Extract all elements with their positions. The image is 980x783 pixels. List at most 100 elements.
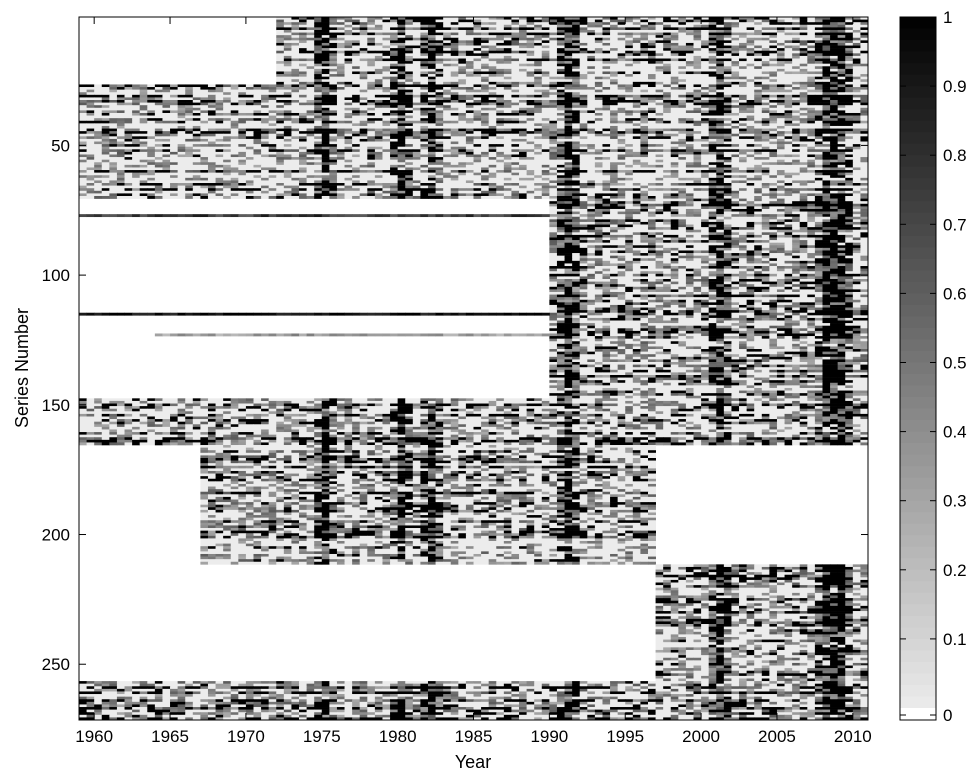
heatmap-cell xyxy=(488,128,497,132)
heatmap-cell xyxy=(412,48,421,52)
heatmap-cell xyxy=(238,97,247,101)
heatmap-cell xyxy=(359,81,368,85)
heatmap-cell xyxy=(116,97,125,101)
heatmap-cell xyxy=(852,87,861,90)
heatmap-cell xyxy=(723,151,732,155)
heatmap-cell xyxy=(708,125,717,129)
heatmap-cell xyxy=(116,92,125,96)
heatmap-cell xyxy=(443,84,452,88)
heatmap-cell xyxy=(685,112,694,116)
heatmap-cell xyxy=(685,105,694,109)
heatmap-cell xyxy=(405,87,414,90)
heatmap-cell xyxy=(739,84,748,88)
heatmap-cell xyxy=(632,66,641,70)
heatmap-cell xyxy=(261,138,270,142)
heatmap-cell xyxy=(625,136,634,140)
heatmap-cell xyxy=(192,107,201,111)
heatmap-cell xyxy=(367,45,376,49)
heatmap-cell xyxy=(807,128,816,132)
heatmap-cell xyxy=(799,27,808,31)
heatmap-cell xyxy=(412,97,421,101)
heatmap-cell xyxy=(162,149,171,153)
heatmap-cell xyxy=(405,133,414,137)
heatmap-cell xyxy=(344,138,353,142)
heatmap-cell xyxy=(443,125,452,129)
heatmap-cell xyxy=(443,89,452,93)
heatmap-cell xyxy=(761,81,770,85)
heatmap-cell xyxy=(170,89,179,93)
heatmap-cell xyxy=(610,84,619,88)
heatmap-cell xyxy=(390,125,399,129)
heatmap-cell xyxy=(610,48,619,52)
heatmap-cell xyxy=(291,102,300,106)
heatmap-cell xyxy=(746,74,755,77)
heatmap-cell xyxy=(587,100,596,103)
heatmap-cell xyxy=(807,107,816,111)
heatmap-cell xyxy=(519,27,528,31)
heatmap-cell xyxy=(253,112,262,116)
heatmap-cell xyxy=(610,63,619,67)
heatmap-cell xyxy=(572,102,581,106)
heatmap-cell xyxy=(488,87,497,90)
heatmap-cell xyxy=(321,133,330,137)
heatmap-cell xyxy=(458,87,467,90)
heatmap-cell xyxy=(852,45,861,49)
heatmap-cell xyxy=(830,144,839,147)
heatmap-cell xyxy=(587,76,596,80)
heatmap-cell xyxy=(754,79,763,83)
heatmap-cell xyxy=(685,149,694,153)
heatmap-cell xyxy=(830,81,839,85)
heatmap-cell xyxy=(207,87,216,90)
heatmap-cell xyxy=(132,110,141,114)
heatmap-cell xyxy=(564,87,573,90)
heatmap-cell xyxy=(420,66,429,70)
heatmap-cell xyxy=(230,89,239,93)
heatmap-cell xyxy=(754,123,763,127)
heatmap-cell xyxy=(427,128,436,132)
heatmap-cell xyxy=(534,35,543,39)
heatmap-cell xyxy=(632,123,641,127)
heatmap-cell xyxy=(655,55,664,59)
heatmap-cell xyxy=(685,74,694,77)
heatmap-cell xyxy=(223,110,232,114)
heatmap-cell xyxy=(496,92,505,96)
heatmap-cell xyxy=(450,29,459,33)
heatmap-cell xyxy=(465,53,474,57)
heatmap-cell xyxy=(822,35,831,39)
heatmap-cell xyxy=(754,58,763,62)
heatmap-cell xyxy=(291,138,300,142)
heatmap-cell xyxy=(716,22,725,26)
heatmap-cell xyxy=(792,146,801,150)
heatmap-cell xyxy=(344,40,353,44)
heatmap-cell xyxy=(359,97,368,101)
heatmap-cell xyxy=(701,61,710,64)
heatmap-cell xyxy=(685,66,694,70)
heatmap-cell xyxy=(807,138,816,142)
heatmap-cell xyxy=(526,149,535,153)
heatmap-cell xyxy=(579,45,588,49)
heatmap-cell xyxy=(450,84,459,88)
heatmap-cell xyxy=(314,84,323,88)
heatmap-cell xyxy=(632,89,641,93)
heatmap-cell xyxy=(420,71,429,75)
heatmap-cell xyxy=(306,115,315,119)
heatmap-cell xyxy=(390,123,399,127)
heatmap-cell xyxy=(526,125,535,129)
heatmap-cell xyxy=(860,66,869,70)
heatmap-cell xyxy=(784,146,793,150)
heatmap-cell xyxy=(336,107,345,111)
heatmap-cell xyxy=(799,61,808,64)
heatmap-cell xyxy=(799,71,808,75)
heatmap-cell xyxy=(799,50,808,54)
heatmap-cell xyxy=(678,58,687,62)
heatmap-cell xyxy=(708,94,717,98)
heatmap-cell xyxy=(541,107,550,111)
heatmap-cell xyxy=(230,141,239,145)
heatmap-cell xyxy=(792,68,801,72)
heatmap-cell xyxy=(693,53,702,57)
heatmap-cell xyxy=(397,55,406,59)
heatmap-cell xyxy=(731,53,740,57)
heatmap-cell xyxy=(655,92,664,96)
heatmap-cell xyxy=(79,154,87,158)
heatmap-cell xyxy=(837,92,846,96)
